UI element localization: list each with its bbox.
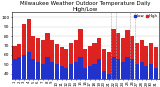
Bar [130, 59, 134, 87]
Legend: Low, High: Low, High [133, 14, 158, 19]
Bar [55, 64, 59, 87]
Bar [135, 43, 139, 87]
Bar [74, 62, 78, 87]
Bar [121, 38, 125, 87]
Bar [135, 64, 139, 87]
Bar [27, 52, 31, 87]
Bar [125, 57, 130, 87]
Bar [149, 43, 153, 87]
Bar [74, 40, 78, 87]
Bar [41, 64, 45, 87]
Bar [154, 68, 158, 87]
Bar [36, 62, 40, 87]
Bar [17, 44, 21, 87]
Bar [41, 40, 45, 87]
Bar [60, 47, 64, 87]
Bar [97, 38, 101, 87]
Bar [154, 47, 158, 87]
Bar [60, 66, 64, 87]
Bar [17, 57, 21, 87]
Bar [92, 64, 97, 87]
Bar [125, 30, 130, 87]
Bar [149, 64, 153, 87]
Bar [121, 62, 125, 87]
Bar [78, 29, 83, 87]
Bar [144, 46, 148, 87]
Bar [144, 66, 148, 87]
Bar [130, 36, 134, 87]
Bar [107, 74, 111, 87]
Bar [50, 40, 54, 87]
Bar [78, 57, 83, 87]
Bar [64, 49, 68, 87]
Bar [45, 57, 50, 87]
Bar [12, 59, 17, 87]
Bar [55, 44, 59, 87]
Bar [88, 46, 92, 87]
Bar [111, 29, 116, 87]
Bar [69, 43, 73, 87]
Bar [69, 64, 73, 87]
Bar [83, 49, 87, 87]
Bar [88, 66, 92, 87]
Bar [116, 33, 120, 87]
Bar [111, 57, 116, 87]
Bar [102, 71, 106, 87]
Bar [22, 24, 26, 87]
Bar [36, 38, 40, 87]
Bar [45, 33, 50, 87]
Bar [92, 43, 97, 87]
Bar [31, 36, 36, 87]
Bar [27, 19, 31, 87]
Bar [22, 55, 26, 87]
Bar [140, 40, 144, 87]
Bar [64, 68, 68, 87]
Bar [140, 62, 144, 87]
Bar [116, 59, 120, 87]
Bar [102, 49, 106, 87]
Bar [31, 59, 36, 87]
Bar [12, 46, 17, 87]
Bar [83, 68, 87, 87]
Title: Milwaukee Weather Outdoor Temperature Daily High/Low: Milwaukee Weather Outdoor Temperature Da… [20, 1, 150, 12]
Bar [107, 52, 111, 87]
Bar [97, 59, 101, 87]
Bar [50, 62, 54, 87]
